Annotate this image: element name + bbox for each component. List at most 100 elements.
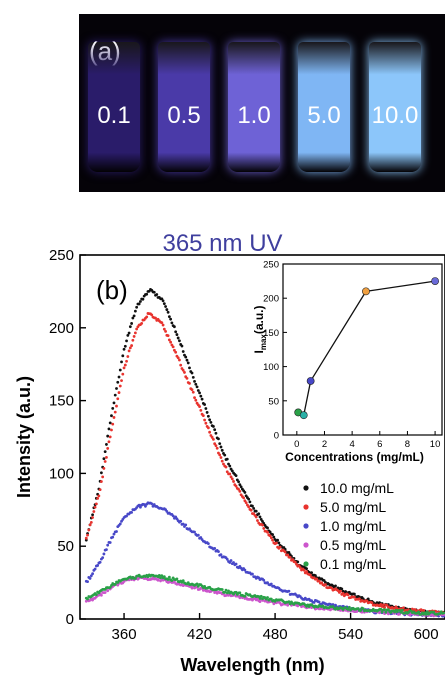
data-point <box>308 573 312 577</box>
data-point <box>223 590 227 594</box>
data-point <box>271 538 274 542</box>
data-point <box>194 398 198 402</box>
inset-y-axis-label: Imax(a.u.) <box>252 305 268 353</box>
data-point <box>269 582 273 586</box>
data-point <box>247 505 251 509</box>
data-point <box>262 527 266 530</box>
y-tick-label: 0 <box>66 611 74 628</box>
inset-y-tick-label: 0 <box>274 431 279 442</box>
data-point <box>243 594 247 598</box>
data-point <box>181 579 185 583</box>
data-point <box>212 438 215 441</box>
data-point <box>217 550 220 553</box>
data-point <box>101 475 105 479</box>
data-point <box>268 534 272 538</box>
data-point <box>205 411 209 414</box>
data-point <box>186 361 190 365</box>
data-point <box>145 315 149 319</box>
data-point <box>99 480 103 483</box>
data-point <box>249 508 253 512</box>
data-point <box>103 460 107 463</box>
data-point <box>167 338 171 342</box>
data-point <box>152 290 156 294</box>
data-point <box>380 610 384 614</box>
data-point <box>312 601 316 604</box>
data-point <box>219 553 223 557</box>
data-point <box>237 480 240 484</box>
legend-label: 0.1 mg/mL <box>320 556 386 572</box>
data-point <box>120 360 123 364</box>
data-point <box>272 535 276 539</box>
y-tick-label: 200 <box>49 320 74 337</box>
data-point <box>107 427 111 431</box>
data-point <box>150 502 154 506</box>
data-point <box>127 349 131 353</box>
y-axis-label: Intensity (a.u.) <box>14 376 34 498</box>
data-point <box>178 358 181 362</box>
data-point <box>180 344 184 348</box>
data-point <box>195 582 199 586</box>
data-point <box>313 574 317 577</box>
vial-label: 5.0 <box>307 102 341 129</box>
data-point <box>229 475 233 479</box>
data-point <box>359 609 363 612</box>
data-point <box>219 456 223 459</box>
x-tick-label: 420 <box>187 626 212 643</box>
data-point <box>212 425 215 428</box>
data-point <box>271 533 274 536</box>
data-point <box>266 530 269 534</box>
data-point <box>261 519 264 523</box>
data-point <box>256 519 259 522</box>
data-point <box>258 515 262 519</box>
data-point <box>115 404 118 408</box>
data-point <box>302 568 306 572</box>
inset-data-point <box>362 287 370 296</box>
data-point <box>352 595 356 599</box>
y-tick-label: 250 <box>49 247 74 264</box>
data-point <box>244 501 248 505</box>
data-point <box>84 536 88 540</box>
data-point <box>181 368 185 372</box>
data-point <box>257 512 261 516</box>
legend-label: 5.0 mg/mL <box>320 499 386 515</box>
data-point <box>204 407 208 410</box>
data-point <box>106 589 110 593</box>
data-point <box>206 426 210 430</box>
data-point <box>125 359 128 363</box>
data-point <box>157 573 161 577</box>
data-point <box>193 396 196 399</box>
data-point <box>383 606 386 609</box>
inset-data-point <box>306 377 315 385</box>
data-point <box>118 384 122 388</box>
data-point <box>127 331 131 335</box>
data-point <box>286 553 290 557</box>
data-point <box>198 405 201 408</box>
data-point <box>165 308 169 311</box>
data-point <box>234 562 238 566</box>
data-point <box>208 418 212 422</box>
data-point <box>225 457 229 461</box>
data-point <box>105 548 108 552</box>
inset-data-point <box>431 277 439 285</box>
data-point <box>208 430 212 434</box>
data-point <box>125 514 128 518</box>
x-axis-label: Wavelength (nm) <box>180 655 324 675</box>
inset-x-axis-label: Concentrations (mg/mL) <box>285 450 424 464</box>
data-point <box>230 469 234 473</box>
data-point <box>218 453 222 457</box>
data-point <box>150 313 154 317</box>
uv-caption: 365 nm UV <box>162 230 283 257</box>
data-point <box>126 355 130 358</box>
data-point <box>108 421 112 425</box>
data-point <box>269 597 273 601</box>
data-point <box>102 457 106 461</box>
data-point <box>94 502 98 506</box>
data-point <box>137 503 141 507</box>
data-point <box>213 547 217 550</box>
data-point <box>102 467 106 470</box>
data-point <box>133 331 137 335</box>
data-point <box>112 416 116 419</box>
inset-x-tick-label: 6 <box>377 439 382 450</box>
data-point <box>185 358 189 362</box>
